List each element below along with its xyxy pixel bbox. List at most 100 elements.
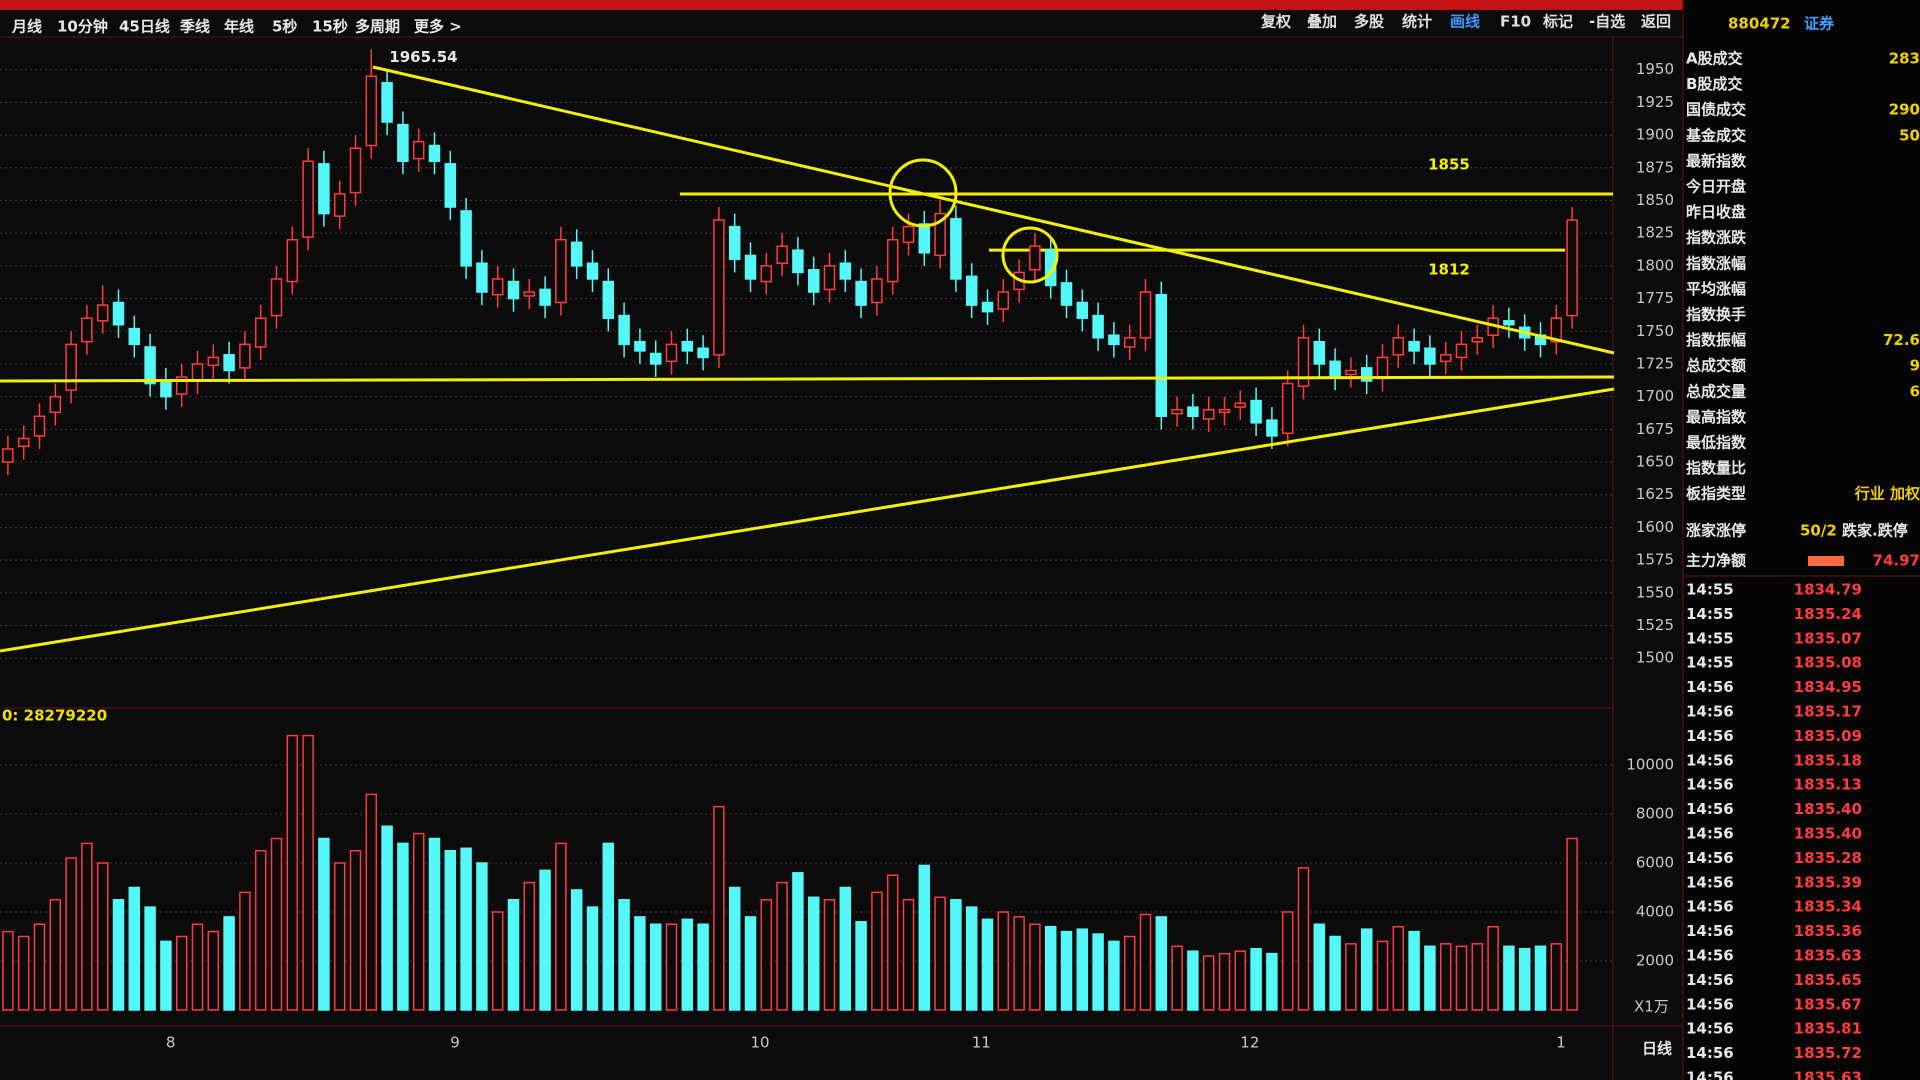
- candle-body: [1108, 334, 1120, 346]
- tick-time: 14:56: [1686, 947, 1734, 965]
- candle-body: [570, 241, 583, 267]
- candle-body: [491, 278, 504, 296]
- tick-time: 14:55: [1686, 629, 1734, 647]
- tool-button[interactable]: 叠加: [1307, 13, 1337, 31]
- tick-time: 14:56: [1686, 971, 1734, 989]
- x-tick-label: 8: [166, 1034, 176, 1052]
- candle-body: [349, 147, 362, 194]
- candle-body: [207, 356, 220, 367]
- tool-button[interactable]: -自选: [1589, 13, 1625, 31]
- candle-body: [1187, 406, 1199, 418]
- y-tick-label: 1600: [1636, 518, 1674, 536]
- tick-time: 14:56: [1686, 1069, 1734, 1080]
- candle-body: [539, 288, 551, 306]
- tool-button[interactable]: 画线: [1450, 13, 1480, 31]
- candle-body: [871, 278, 883, 304]
- tick-price: 1835.09: [1794, 727, 1862, 745]
- tool-button[interactable]: 复权: [1260, 13, 1292, 31]
- tool-button[interactable]: F10: [1500, 13, 1531, 31]
- volume-bar: [1503, 945, 1515, 1011]
- period-tab[interactable]: 10分钟: [57, 18, 108, 36]
- level-label: 1812: [1428, 261, 1470, 279]
- candle-body: [728, 225, 741, 261]
- tick-time: 14:56: [1686, 800, 1734, 818]
- candle-body: [191, 363, 204, 382]
- tick-price: 1835.40: [1794, 800, 1862, 818]
- x-tick-label: 11: [972, 1034, 991, 1052]
- volume-bar: [1471, 943, 1484, 1011]
- candle-body: [965, 275, 978, 306]
- y-tick-label: 1500: [1636, 649, 1674, 667]
- volume-bar: [555, 842, 567, 1011]
- volume-bar: [792, 872, 804, 1011]
- candle-body: [175, 376, 188, 395]
- tool-button[interactable]: 多股: [1354, 13, 1385, 31]
- y-tick-label: 1950: [1636, 60, 1674, 78]
- candle-body: [1297, 337, 1310, 387]
- peak-label: 1965.54: [389, 48, 457, 66]
- tool-button[interactable]: 返回: [1641, 13, 1671, 31]
- stat-label: 涨家涨停: [1686, 522, 1746, 540]
- volume-bar: [1360, 928, 1373, 1011]
- volume-bar: [286, 734, 299, 1011]
- tool-button[interactable]: 标记: [1542, 13, 1573, 31]
- volume-bar: [855, 921, 867, 1011]
- stat-value: 50: [1899, 126, 1920, 144]
- stat-value: 72.6: [1883, 331, 1920, 349]
- period-tab[interactable]: 5秒: [272, 18, 297, 36]
- y-tick-label: 1850: [1636, 191, 1674, 209]
- candle-body: [997, 291, 1010, 310]
- period-tab[interactable]: 多周期: [355, 18, 400, 36]
- candle-body: [586, 262, 599, 280]
- stat-label: 平均涨幅: [1686, 280, 1746, 298]
- y-tick-label: 6000: [1636, 854, 1674, 872]
- candle-body: [1123, 337, 1136, 348]
- candle-body: [918, 223, 931, 254]
- volume-bar: [49, 899, 62, 1011]
- candle-body: [1076, 301, 1089, 319]
- period-tab[interactable]: 15秒: [312, 18, 348, 36]
- volume-bar: [381, 825, 393, 1011]
- candle-body: [254, 317, 267, 348]
- volume-bar: [1313, 923, 1326, 1011]
- volume-bar: [1376, 940, 1389, 1011]
- volume-bar: [333, 862, 346, 1011]
- highlight-circle: [888, 158, 958, 228]
- period-tab[interactable]: 更多 >: [414, 18, 462, 36]
- volume-bar: [144, 906, 156, 1011]
- tick-time: 14:56: [1686, 727, 1734, 745]
- candle-body: [476, 262, 488, 293]
- tick-time: 14:56: [1686, 751, 1734, 769]
- volume-bar: [776, 881, 788, 1011]
- tick-time: 14:56: [1686, 898, 1734, 916]
- period-tab[interactable]: 45日线: [119, 18, 170, 36]
- volume-bar: [1455, 945, 1468, 1011]
- candle-body: [1439, 354, 1452, 363]
- candle-body: [2, 448, 14, 463]
- volume-bar: [902, 899, 915, 1011]
- period-tab[interactable]: 季线: [180, 18, 210, 36]
- volume-bar: [270, 837, 283, 1011]
- candle-body: [1044, 249, 1057, 287]
- candle-body: [1313, 340, 1326, 365]
- candle-body: [1424, 347, 1436, 365]
- volume-bar: [1408, 930, 1420, 1011]
- tick-time: 14:56: [1686, 995, 1734, 1013]
- candle-body: [302, 160, 314, 238]
- stat-label: 指数换手: [1686, 306, 1746, 324]
- volume-bar: [302, 734, 314, 1011]
- candle-body: [618, 314, 630, 346]
- volume-bar: [128, 886, 141, 1011]
- candle-body: [1060, 282, 1073, 306]
- volume-bar: [665, 923, 678, 1011]
- stat-label: 总成交量: [1686, 382, 1746, 400]
- volume-bar: [634, 916, 646, 1011]
- candle-body: [81, 317, 93, 343]
- tool-button[interactable]: 统计: [1402, 13, 1432, 31]
- stat-label: 国债成交: [1686, 101, 1746, 119]
- volume-bar: [1424, 945, 1436, 1011]
- volume-bar: [1487, 925, 1499, 1011]
- period-tab[interactable]: 月线: [11, 18, 42, 36]
- volume-bar: [997, 911, 1010, 1011]
- period-tab[interactable]: 年线: [224, 18, 254, 36]
